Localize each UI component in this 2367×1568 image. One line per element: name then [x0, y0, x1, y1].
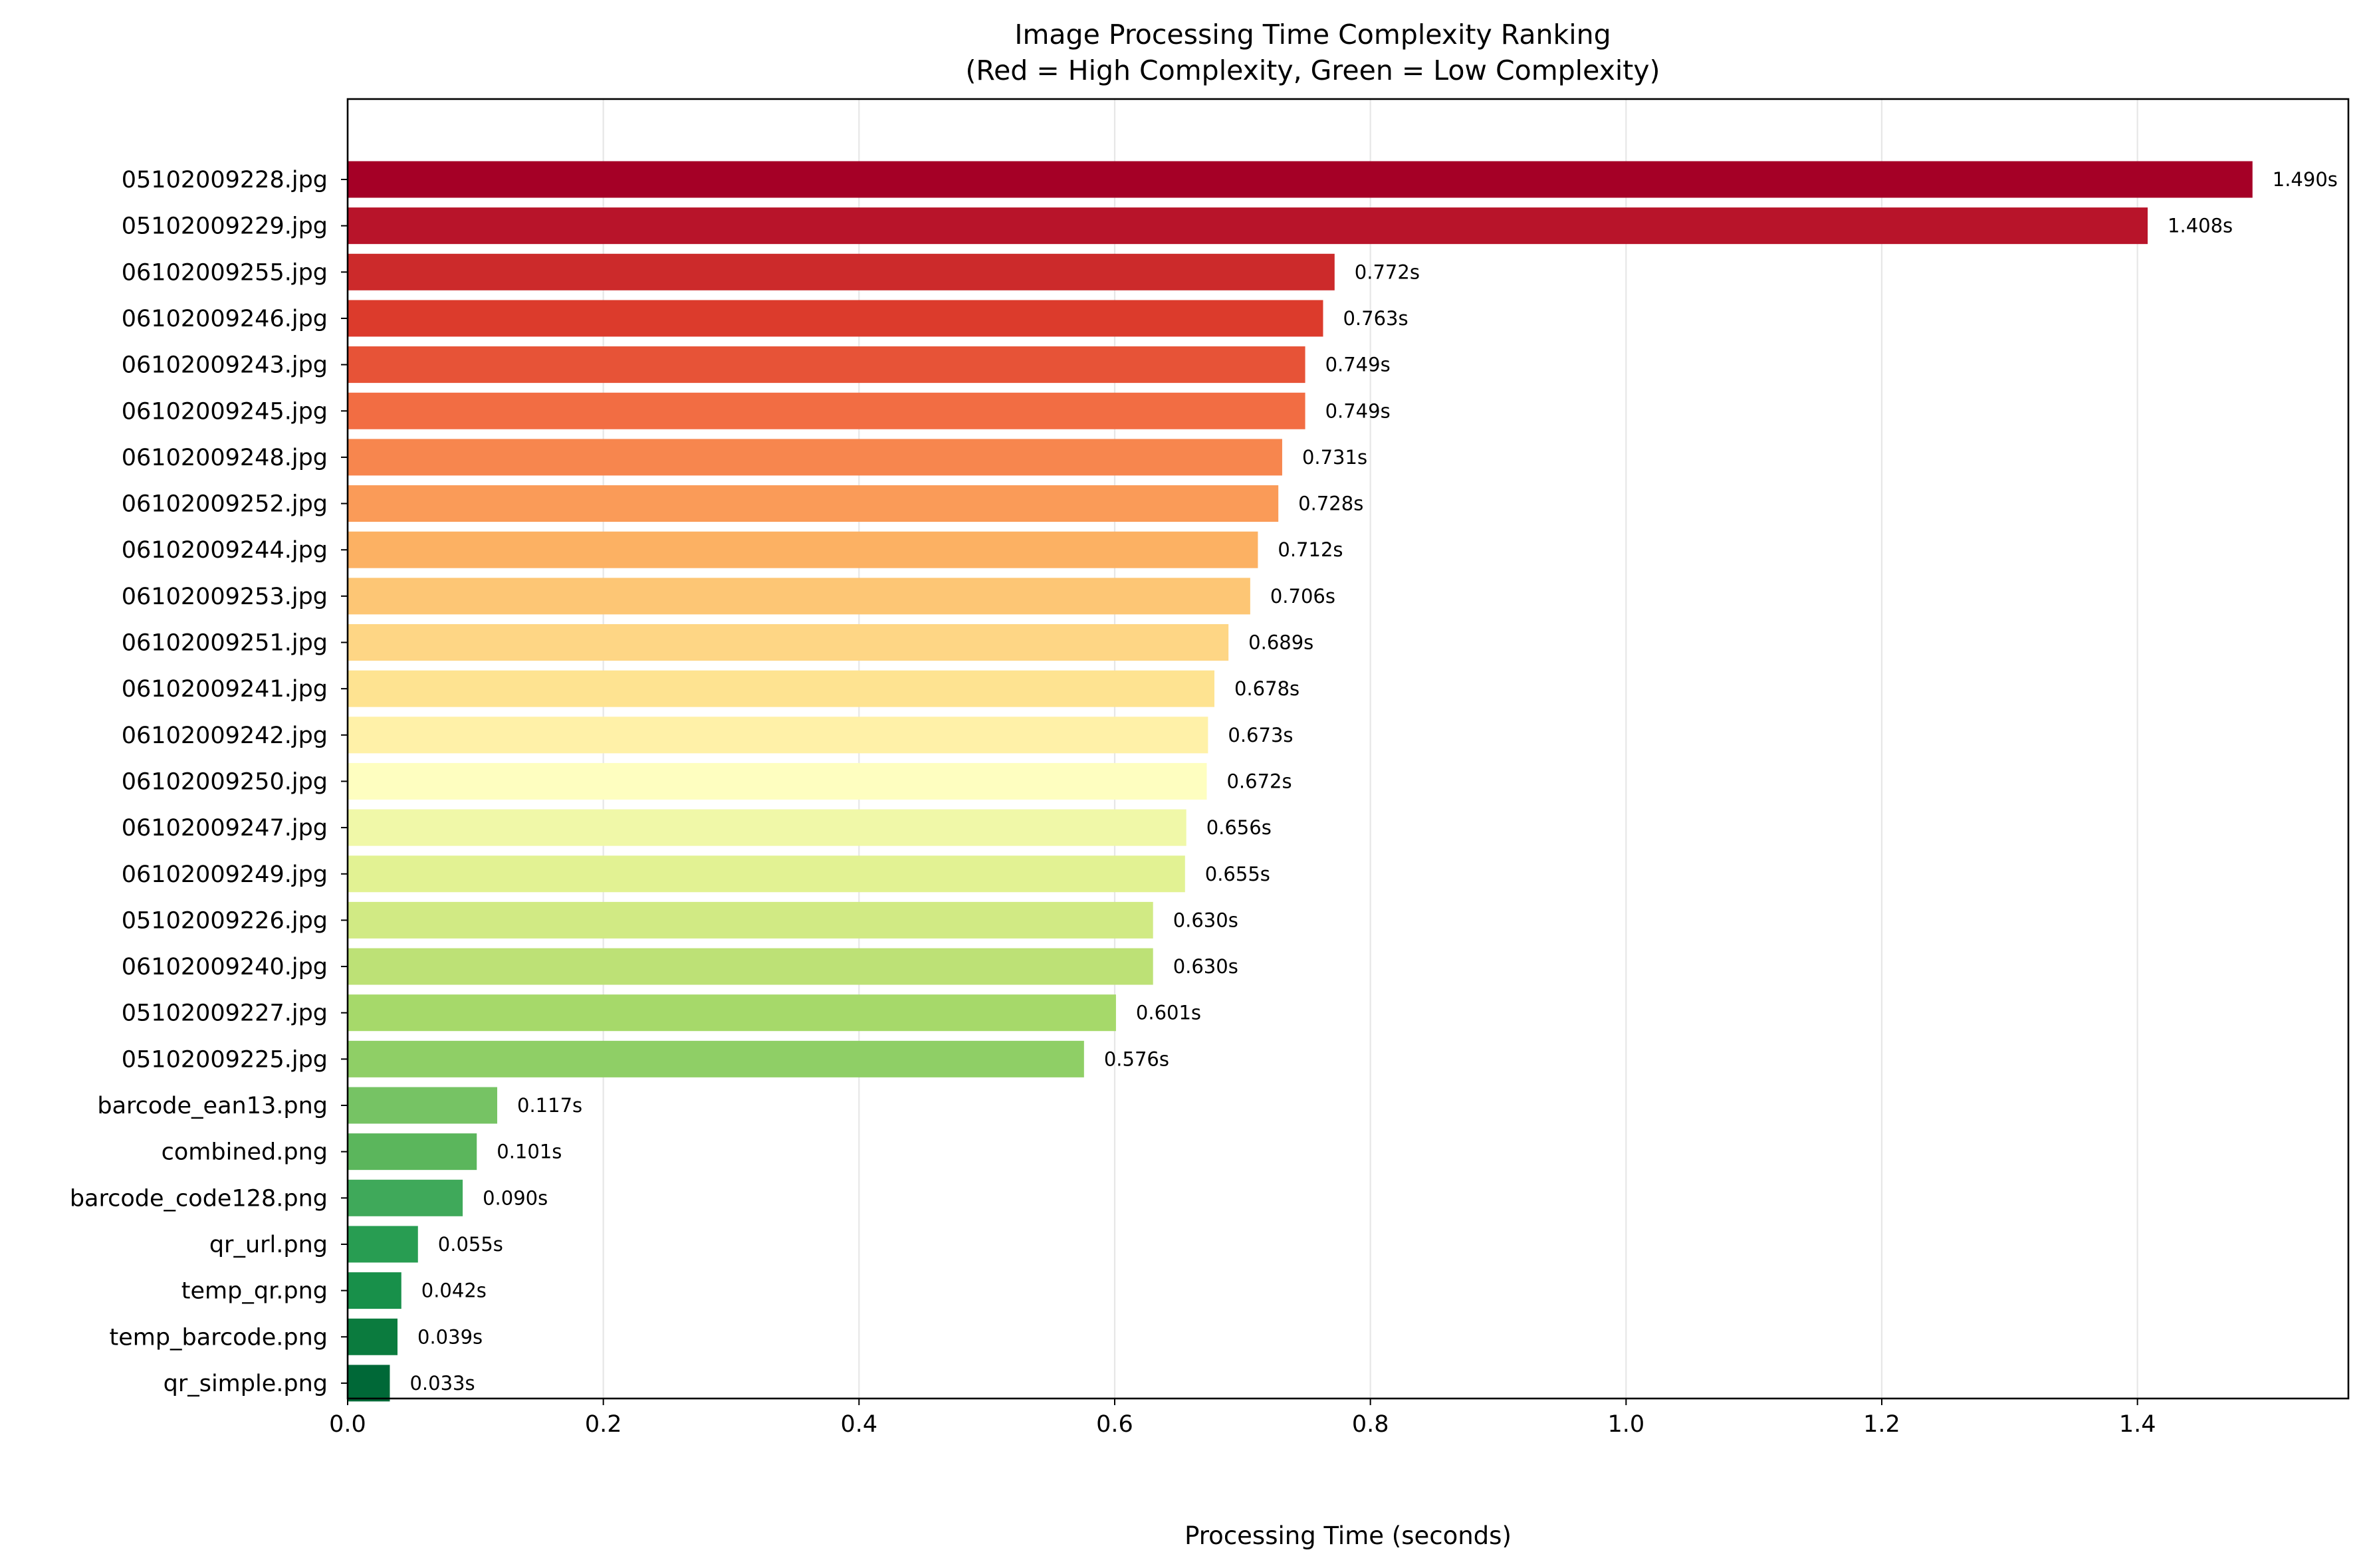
- bar: [348, 485, 1279, 522]
- bar-value-label: 0.655s: [1205, 863, 1270, 885]
- bar-value-label: 0.630s: [1173, 909, 1238, 931]
- bar: [348, 762, 1207, 800]
- x-tick-label: 1.0: [1607, 1411, 1644, 1438]
- bar: [348, 1040, 1084, 1077]
- bar-value-label: 0.601s: [1136, 1002, 1201, 1024]
- bars: [348, 161, 2253, 1402]
- y-tick-label: 05102009225.jpg: [122, 1046, 328, 1073]
- y-tick-label: qr_simple.png: [164, 1371, 328, 1397]
- y-tick-label: 06102009250.jpg: [122, 768, 328, 795]
- bar: [348, 1087, 498, 1124]
- bar-value-label: 0.712s: [1278, 538, 1343, 561]
- bar-value-label: 0.090s: [483, 1186, 548, 1209]
- bar-value-label: 0.706s: [1270, 585, 1335, 608]
- y-tick-label: 06102009248.jpg: [122, 445, 328, 471]
- bar-value-label: 0.672s: [1226, 770, 1292, 792]
- bar: [348, 624, 1229, 661]
- bar: [348, 717, 1208, 754]
- bar-value-label: 0.763s: [1343, 307, 1408, 330]
- x-tick-label: 0.4: [840, 1411, 877, 1438]
- bar-value-label: 0.576s: [1104, 1048, 1169, 1070]
- y-tick-label: 05102009226.jpg: [122, 907, 328, 934]
- y-tick-label: temp_barcode.png: [109, 1324, 328, 1351]
- bar-value-label: 0.749s: [1325, 354, 1391, 376]
- bar: [348, 1179, 463, 1216]
- y-tick-label: 06102009253.jpg: [122, 584, 328, 610]
- y-tick-label: 06102009243.jpg: [122, 352, 328, 379]
- bar-value-label: 0.042s: [421, 1280, 487, 1302]
- bar: [348, 392, 1305, 429]
- bar: [348, 1226, 418, 1263]
- bar: [348, 161, 2253, 198]
- y-axis-ticks: 05102009228.jpg 05102009229.jpg 0610200925…: [70, 167, 348, 1397]
- x-tick-label: 0.0: [329, 1411, 366, 1438]
- y-tick-label: 06102009245.jpg: [122, 398, 328, 425]
- bar-value-label: 0.728s: [1298, 493, 1363, 515]
- bar: [348, 670, 1215, 707]
- x-axis-label: Processing Time (seconds): [1184, 1521, 1512, 1550]
- bar-value-label: 0.039s: [417, 1325, 483, 1348]
- x-tick-label: 1.2: [1863, 1411, 1900, 1438]
- y-tick-label: barcode_ean13.png: [97, 1093, 328, 1119]
- bar: [348, 531, 1258, 568]
- bar-value-label: 0.033s: [409, 1372, 475, 1395]
- y-tick-label: 05102009228.jpg: [122, 167, 328, 193]
- y-tick-label: 06102009244.jpg: [122, 537, 328, 564]
- plot-frame: [346, 98, 2350, 1400]
- bar: [348, 207, 2148, 245]
- y-tick-label: 06102009252.jpg: [122, 491, 328, 518]
- y-tick-label: 06102009240.jpg: [122, 954, 328, 980]
- bar-value-label: 0.656s: [1206, 816, 1272, 839]
- x-tick-label: 1.4: [2119, 1411, 2156, 1438]
- value-labels: 1.490s 1.408s 0.772s 0.763s 0.749s 0.749s 0.73…: [409, 168, 2337, 1395]
- bar-value-label: 0.749s: [1325, 399, 1391, 422]
- y-tick-label: 06102009255.jpg: [122, 259, 328, 286]
- y-tick-label: 06102009251.jpg: [122, 630, 328, 657]
- bar-value-label: 0.630s: [1173, 955, 1238, 978]
- y-tick-label: 05102009227.jpg: [122, 1000, 328, 1027]
- bar-value-label: 0.117s: [517, 1094, 582, 1117]
- bar-value-label: 0.731s: [1302, 446, 1367, 469]
- bar-value-label: 0.101s: [497, 1141, 562, 1163]
- bar-value-label: 1.490s: [2273, 168, 2338, 191]
- y-tick-label: barcode_code128.png: [70, 1185, 328, 1212]
- y-tick-label: 06102009241.jpg: [122, 676, 328, 703]
- y-tick-label: qr_url.png: [209, 1232, 328, 1258]
- y-tick-label: 06102009242.jpg: [122, 723, 328, 749]
- x-tick-label: 0.8: [1352, 1411, 1389, 1438]
- y-tick-label: 06102009246.jpg: [122, 306, 328, 332]
- x-tick-label: 0.6: [1096, 1411, 1133, 1438]
- bar: [348, 253, 1335, 290]
- bar: [348, 578, 1250, 615]
- chart-subtitle: (Red = High Complexity, Green = Low Comp…: [965, 55, 1660, 86]
- bar: [348, 1272, 401, 1309]
- bar-value-label: 0.678s: [1234, 677, 1299, 700]
- bar-value-label: 0.689s: [1248, 631, 1313, 654]
- bar: [348, 346, 1305, 384]
- y-tick-label: temp_qr.png: [181, 1278, 328, 1305]
- bar-value-label: 0.055s: [438, 1233, 503, 1256]
- x-axis-ticks: 0.0 0.2 0.4 0.6 0.8 1.0 1.2 1.4: [329, 1399, 2156, 1438]
- chart-title: Image Processing Time Complexity Ranking: [1014, 19, 1611, 51]
- bar-value-label: 1.408s: [2168, 215, 2233, 237]
- bar-value-label: 0.772s: [1355, 261, 1420, 283]
- x-tick-label: 0.2: [585, 1411, 622, 1438]
- bar: [348, 1365, 390, 1402]
- bar: [348, 855, 1185, 893]
- bar: [348, 1133, 477, 1171]
- y-tick-label: 06102009249.jpg: [122, 861, 328, 888]
- y-tick-label: combined.png: [162, 1139, 328, 1166]
- bar: [348, 994, 1116, 1032]
- bar: [348, 901, 1153, 939]
- y-tick-label: 06102009247.jpg: [122, 815, 328, 841]
- bar: [348, 948, 1153, 985]
- bar: [348, 439, 1282, 476]
- bar: [348, 1318, 398, 1355]
- bar: [348, 300, 1323, 337]
- bar-value-label: 0.673s: [1228, 724, 1293, 746]
- bar: [348, 809, 1186, 846]
- y-tick-label: 05102009229.jpg: [122, 213, 328, 240]
